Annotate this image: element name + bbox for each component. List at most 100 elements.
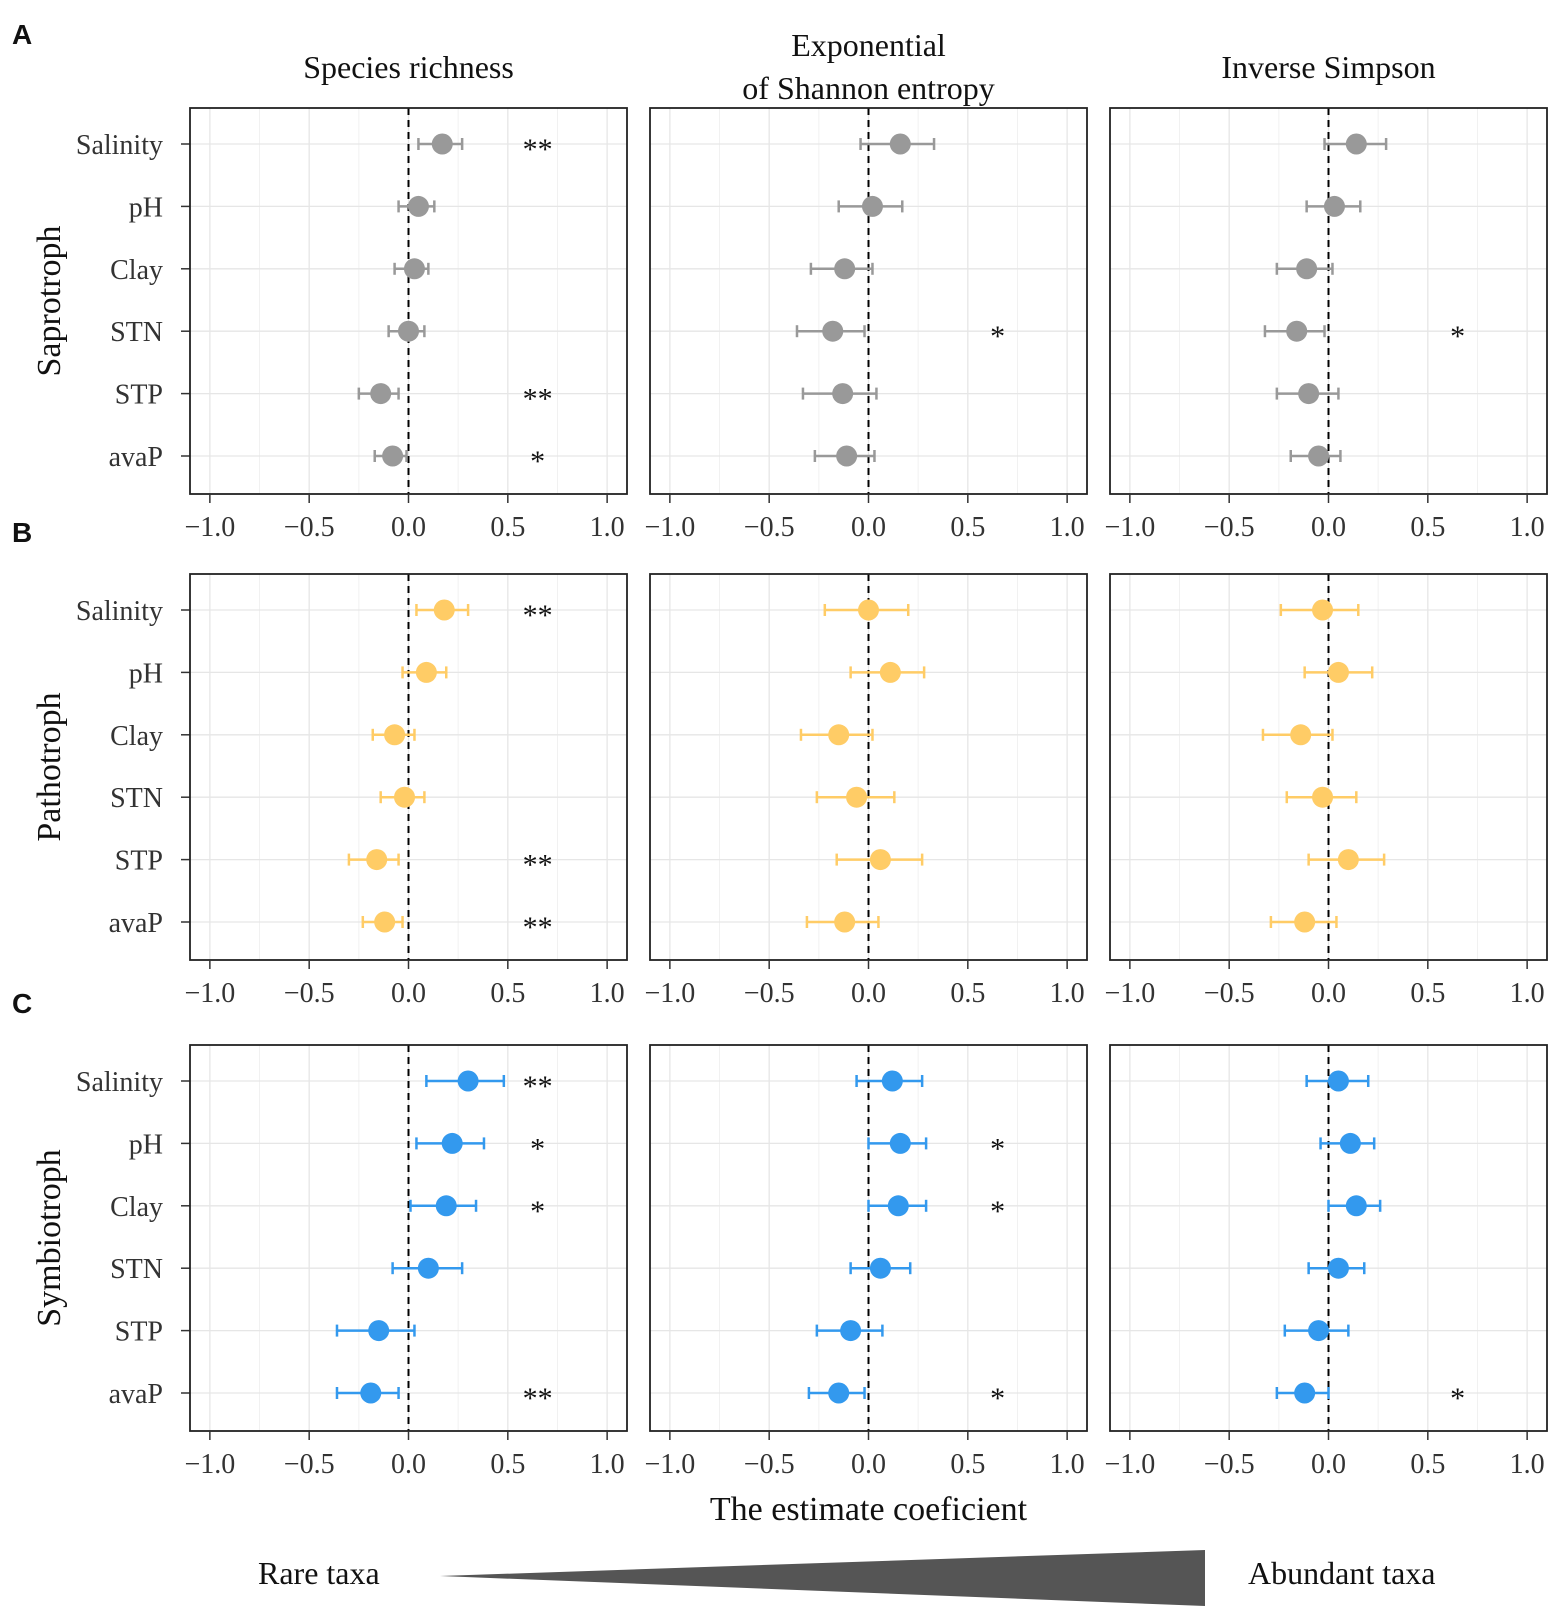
estimate-point xyxy=(417,1257,439,1279)
estimate-point xyxy=(1345,133,1367,155)
significance-marker: * xyxy=(990,320,1005,353)
x-tick-label: −1.0 xyxy=(184,512,235,543)
rare-taxa-label: Rare taxa xyxy=(258,1555,380,1591)
estimate-point xyxy=(832,383,854,405)
estimate-point xyxy=(398,320,419,342)
y-tick-label: STP xyxy=(115,1317,163,1348)
estimate-point xyxy=(834,911,856,933)
significance-marker: * xyxy=(990,1132,1005,1165)
estimate-point xyxy=(1327,661,1349,683)
taxa-gradient-wedge xyxy=(440,1550,1205,1606)
x-tick-label: 0.0 xyxy=(851,512,886,543)
estimate-point xyxy=(836,445,858,467)
x-tick-label: 1.0 xyxy=(1510,978,1545,1009)
x-tick-label: 0.5 xyxy=(950,1449,985,1480)
x-tick-label: 0.0 xyxy=(391,978,426,1009)
estimate-point xyxy=(1296,258,1318,280)
estimate-point xyxy=(1327,1070,1349,1092)
x-tick-label: −0.5 xyxy=(1204,1449,1255,1480)
panel-a-2: * −1.0 −0.5 0.0 0.5 1.0 xyxy=(644,107,1088,543)
y-tick-label: STN xyxy=(110,1254,163,1285)
estimate-point xyxy=(366,849,388,871)
y-tick-label: STP xyxy=(115,380,163,411)
x-tick-label: 0.0 xyxy=(391,512,426,543)
x-tick-label: −1.0 xyxy=(184,1449,235,1480)
estimate-point xyxy=(384,724,406,746)
estimate-point xyxy=(370,383,392,405)
x-tick-label: 0.0 xyxy=(1311,512,1346,543)
estimate-point xyxy=(1337,849,1359,871)
x-tick-label: −0.5 xyxy=(284,978,335,1009)
estimate-point xyxy=(394,786,416,808)
estimate-point xyxy=(1308,445,1330,467)
estimate-point xyxy=(887,1195,909,1217)
x-tick-label: −0.5 xyxy=(1204,512,1255,543)
significance-marker: ** xyxy=(523,911,553,944)
estimate-point xyxy=(433,599,455,621)
estimate-point xyxy=(846,786,868,808)
estimate-point xyxy=(858,599,879,621)
significance-marker: * xyxy=(530,1132,545,1165)
x-tick-label: 0.5 xyxy=(1410,1449,1445,1480)
estimate-point xyxy=(1308,1320,1330,1342)
panel-b-1: ** ** ** −1.0 −0.5 0.0 0.5 1.0 xyxy=(184,573,628,1009)
y-tick-label: STP xyxy=(115,846,163,877)
x-tick-label: 0.5 xyxy=(950,512,985,543)
x-tick-label: 1.0 xyxy=(590,1449,625,1480)
estimate-point xyxy=(360,1382,382,1404)
x-tick-label: −1.0 xyxy=(184,978,235,1009)
y-tick-label: Clay xyxy=(110,1192,163,1223)
y-tick-label: Clay xyxy=(110,255,163,286)
x-tick-label: 1.0 xyxy=(1510,1449,1545,1480)
panel-c-1: ******−1.0 −0.5 0.0 0.5 1.0 xyxy=(184,1044,628,1480)
panel-a-3: * −1.0 −0.5 0.0 0.5 1.0 xyxy=(1104,107,1548,543)
x-tick-label: −1.0 xyxy=(644,1449,695,1480)
y-tick-label: Salinity xyxy=(76,130,163,161)
estimate-point xyxy=(1345,1195,1367,1217)
panel-letter: C xyxy=(12,988,32,1019)
estimate-point xyxy=(869,1257,891,1279)
significance-marker: * xyxy=(530,1195,545,1228)
x-tick-label: 0.5 xyxy=(1410,978,1445,1009)
y-tick-label: pH xyxy=(129,192,163,223)
significance-marker: * xyxy=(1450,1382,1465,1415)
panel-row-c: CSymbiotrophSalinitypHClaySTNSTPavaP****… xyxy=(12,988,1548,1480)
significance-marker: * xyxy=(990,1382,1005,1415)
x-tick-label: 1.0 xyxy=(590,512,625,543)
significance-marker: ** xyxy=(523,1070,553,1103)
x-tick-label: 0.0 xyxy=(1311,978,1346,1009)
x-tick-label: −0.5 xyxy=(284,512,335,543)
column-title: Exponential xyxy=(791,27,946,63)
significance-marker: ** xyxy=(523,1382,553,1415)
x-tick-label: −0.5 xyxy=(744,1449,795,1480)
estimate-point xyxy=(889,133,911,155)
x-tick-label: −1.0 xyxy=(644,512,695,543)
significance-marker: * xyxy=(990,1195,1005,1228)
x-tick-label: −1.0 xyxy=(1104,512,1155,543)
column-title: of Shannon entropy xyxy=(742,70,994,106)
estimate-point xyxy=(840,1320,862,1342)
estimate-point xyxy=(1290,724,1312,746)
y-tick-label: pH xyxy=(129,658,163,689)
y-tick-label: STN xyxy=(110,783,163,814)
x-tick-label: −0.5 xyxy=(744,978,795,1009)
panel-letter: A xyxy=(12,19,32,50)
estimate-point xyxy=(828,1382,850,1404)
x-tick-label: −1.0 xyxy=(1104,978,1155,1009)
y-tick-label: Salinity xyxy=(76,1067,163,1098)
estimate-point xyxy=(1312,599,1334,621)
estimate-point xyxy=(382,445,404,467)
y-tick-label: avaP xyxy=(109,1379,163,1410)
y-tick-label: Salinity xyxy=(76,596,163,627)
estimate-point xyxy=(368,1320,390,1342)
x-tick-label: −0.5 xyxy=(1204,978,1255,1009)
x-tick-label: 0.0 xyxy=(391,1449,426,1480)
significance-marker: * xyxy=(1450,320,1465,353)
estimate-point xyxy=(822,320,844,342)
estimate-point xyxy=(431,133,453,155)
x-axis-title: The estimate coeficient xyxy=(710,1491,1028,1528)
estimate-point xyxy=(869,849,891,871)
x-tick-label: 0.5 xyxy=(490,1449,525,1480)
x-tick-label: 1.0 xyxy=(1050,978,1085,1009)
